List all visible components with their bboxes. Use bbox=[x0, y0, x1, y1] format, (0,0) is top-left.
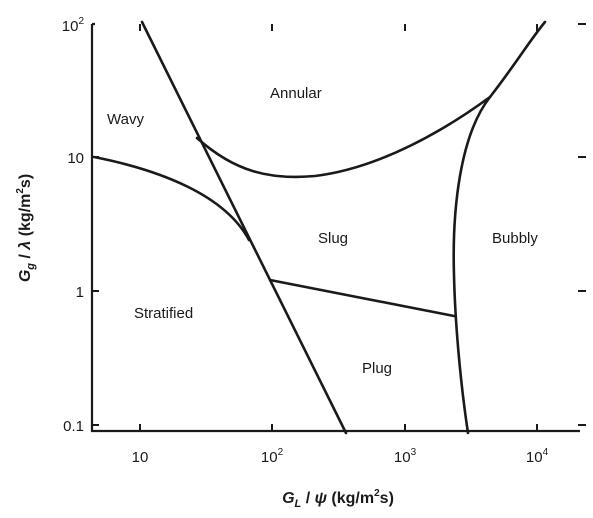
region-label-plug: Plug bbox=[362, 360, 392, 377]
x-tick-label: 10 bbox=[132, 449, 149, 466]
region-label-wavy: Wavy bbox=[107, 111, 144, 128]
region-label-bubbly: Bubbly bbox=[492, 230, 538, 247]
x-tick-label: 102 bbox=[261, 447, 284, 466]
region-label-stratified: Stratified bbox=[134, 305, 193, 322]
boundary-slug-plug-line bbox=[268, 278, 456, 318]
plot-frame bbox=[90, 22, 580, 433]
region-label-slug: Slug bbox=[318, 230, 348, 247]
region-label-annular: Annular bbox=[270, 85, 322, 102]
x-tick-label: 104 bbox=[526, 447, 549, 466]
boundary-diagonal-line bbox=[140, 20, 348, 435]
boundary-stratified-wavy-curve bbox=[92, 155, 251, 242]
y-tick-label: 10 bbox=[67, 150, 84, 167]
y-tick-label: 1 bbox=[76, 284, 84, 301]
y-tick-label: 0.1 bbox=[63, 418, 84, 435]
boundary-bubbly-curve bbox=[452, 20, 547, 435]
y-tick-label: 102 bbox=[62, 16, 85, 35]
x-axis-title: GL / ψ (kg/m2s) bbox=[282, 488, 394, 510]
boundary-annular-slug-curve bbox=[195, 95, 492, 179]
y-axis-title: Gg / λ (kg/m2s) bbox=[15, 174, 37, 282]
x-tick-label: 103 bbox=[394, 447, 417, 466]
